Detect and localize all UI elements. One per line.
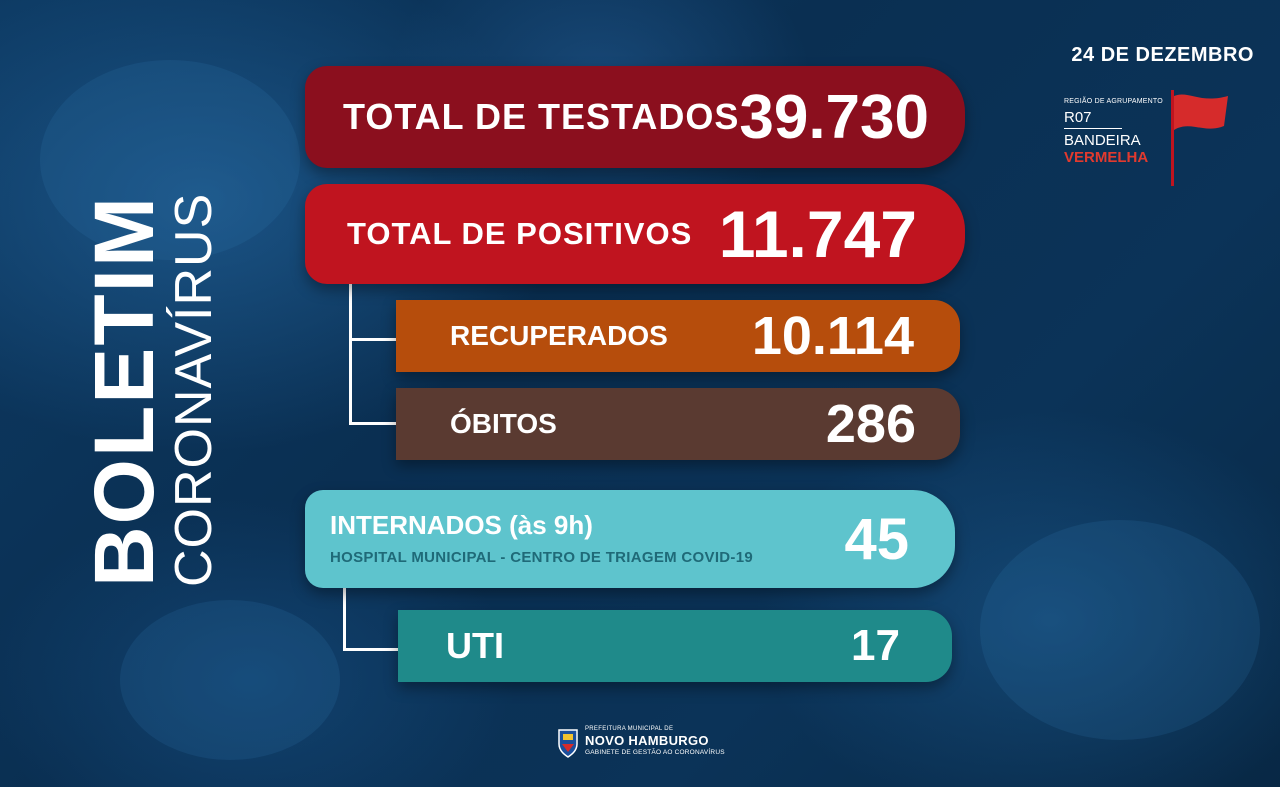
total-testados-value: 39.730 (739, 82, 929, 152)
flag-color-label: VERMELHA (1064, 149, 1149, 166)
total-positivos-card: TOTAL DE POSITIVOS 11.747 (305, 184, 965, 284)
internados-label: INTERNADOS (às 9h) (330, 510, 593, 540)
obitos-card: ÓBITOS 286 (396, 388, 960, 460)
internados-value: 45 (844, 506, 909, 572)
side-title-boletim: BOLETIM (77, 195, 171, 587)
uti-value: 17 (851, 621, 900, 670)
uti-card: UTI 17 (398, 610, 952, 682)
report-date: 24 DE DEZEMBRO (1071, 44, 1254, 66)
obitos-label: ÓBITOS (450, 408, 557, 439)
total-testados-label: TOTAL DE TESTADOS (343, 96, 740, 137)
footer-gabinete: GABINETE DE GESTÃO AO CORONAVÍRUS (585, 749, 725, 756)
background-virus-shape (40, 60, 300, 260)
city-crest-icon (558, 729, 578, 758)
region-divider (1064, 128, 1122, 129)
flag-label: BANDEIRA (1064, 132, 1141, 149)
footer-city: NOVO HAMBURGO (585, 733, 709, 748)
total-positivos-value: 11.747 (718, 197, 917, 271)
positivos-connector-recuperados (349, 270, 400, 341)
internados-sublabel: HOSPITAL MUNICIPAL - CENTRO DE TRIAGEM C… (330, 549, 754, 566)
side-title: BOLETIM CORONAVÍRUS (77, 167, 232, 587)
internados-connector-uti (343, 574, 401, 651)
background-virus-shape (120, 600, 340, 760)
internados-card: INTERNADOS (às 9h) HOSPITAL MUNICIPAL - … (305, 490, 955, 588)
region-flag-panel: REGIÃO DE AGRUPAMENTO R07 BANDEIRA VERME… (1064, 90, 1244, 190)
footer-logo: PREFEITURA MUNICIPAL DE NOVO HAMBURGO GA… (557, 726, 737, 762)
total-positivos-label: TOTAL DE POSITIVOS (347, 216, 693, 251)
background-virus-shape (980, 520, 1260, 740)
uti-label: UTI (446, 625, 504, 666)
positivos-connector-obitos (349, 336, 400, 425)
obitos-value: 286 (825, 394, 916, 454)
recuperados-value: 10.114 (751, 306, 914, 366)
total-testados-card: TOTAL DE TESTADOS 39.730 (305, 66, 965, 168)
internados-text: INTERNADOS (às 9h) HOSPITAL MUNICIPAL - … (330, 510, 753, 566)
footer-prefeitura: PREFEITURA MUNICIPAL DE (585, 726, 674, 732)
recuperados-card: RECUPERADOS 10.114 (396, 300, 960, 372)
red-flag-icon (1171, 90, 1228, 186)
side-title-coronavirus: CORONAVÍRUS (165, 192, 223, 587)
recuperados-label: RECUPERADOS (450, 320, 668, 351)
region-small-label: REGIÃO DE AGRUPAMENTO (1064, 98, 1163, 105)
region-code: R07 (1064, 109, 1092, 126)
